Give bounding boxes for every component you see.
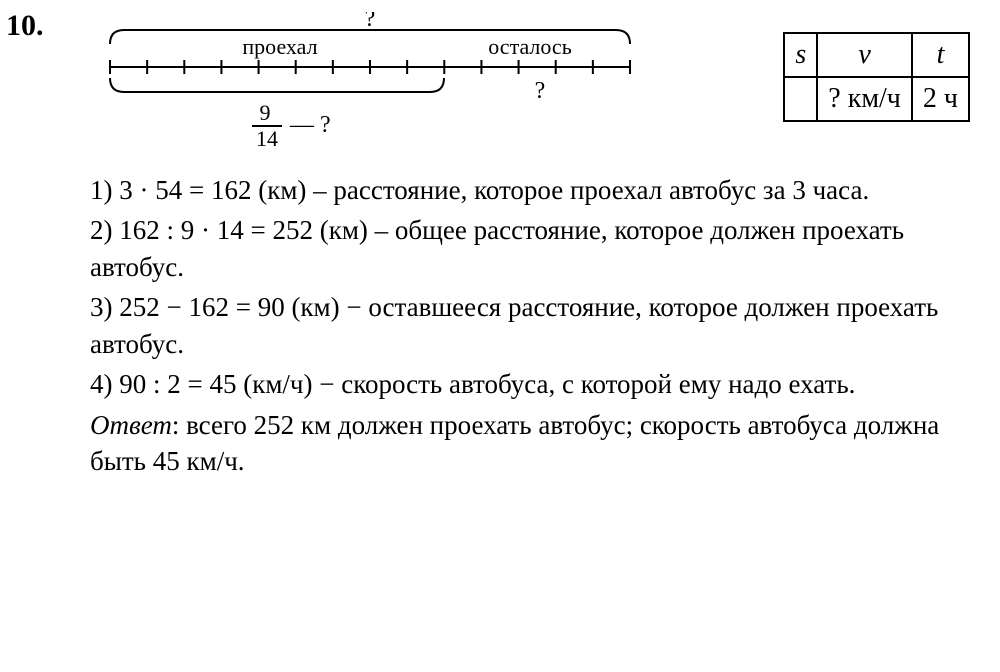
svt-d-t: 2 ч: [912, 77, 969, 121]
svt-table: s v t ? км/ч 2 ч: [783, 32, 970, 122]
diagram-right-q: ?: [535, 78, 546, 104]
diagram-label-right: осталось: [488, 34, 571, 59]
travel-diagram: ? проехал осталось ? 9 14: [90, 12, 650, 162]
step-1-lead: 1) 3 · 54 = 162 (км): [90, 175, 306, 205]
answer: Ответ: всего 252 км должен проехать авто…: [90, 407, 970, 480]
problem-number: 10.: [6, 6, 44, 47]
svt-data-row: ? км/ч 2 ч: [784, 77, 969, 121]
svt-h-t: t: [912, 33, 969, 77]
svt-h-v: v: [817, 33, 912, 77]
svt-d-v: ? км/ч: [817, 77, 912, 121]
page: 10. ? проехал осталось ?: [0, 0, 1000, 672]
svg-text:14: 14: [256, 126, 278, 151]
diagram-svg: ? проехал осталось ? 9 14: [90, 12, 650, 162]
underbrace-left: [110, 78, 444, 92]
svg-text:— ?: — ?: [289, 112, 331, 138]
svt-h-s: s: [784, 33, 817, 77]
diagram-fraction: 9 14 — ?: [252, 100, 331, 151]
step-2-lead: 2) 162 : 9 · 14 = 252 (км): [90, 215, 368, 245]
step-2: 2) 162 : 9 · 14 = 252 (км) – общее расст…: [90, 212, 970, 285]
answer-text: : всего 252 км должен проехать автобус; …: [90, 410, 939, 476]
solution-body: 1) 3 · 54 = 162 (км) – расстояние, котор…: [90, 172, 970, 480]
step-1: 1) 3 · 54 = 162 (км) – расстояние, котор…: [90, 172, 970, 208]
diagram-label-left: проехал: [242, 34, 317, 59]
step-4-lead: 4) 90 : 2 = 45 (км/ч): [90, 369, 313, 399]
answer-label: Ответ: [90, 410, 172, 440]
step-4: 4) 90 : 2 = 45 (км/ч) − скорость автобус…: [90, 366, 970, 402]
step-1-desc: – расстояние, которое проехал автобус за…: [306, 175, 869, 205]
svg-text:9: 9: [260, 100, 271, 125]
step-3: 3) 252 − 162 = 90 (км) − оставшееся расс…: [90, 289, 970, 362]
top-row: ? проехал осталось ? 9 14: [90, 12, 970, 162]
step-3-lead: 3) 252 − 162 = 90 (км): [90, 292, 340, 322]
step-4-desc: − скорость автобуса, с которой ему надо …: [313, 369, 856, 399]
svt-header-row: s v t: [784, 33, 969, 77]
svt-d-s: [784, 77, 817, 121]
